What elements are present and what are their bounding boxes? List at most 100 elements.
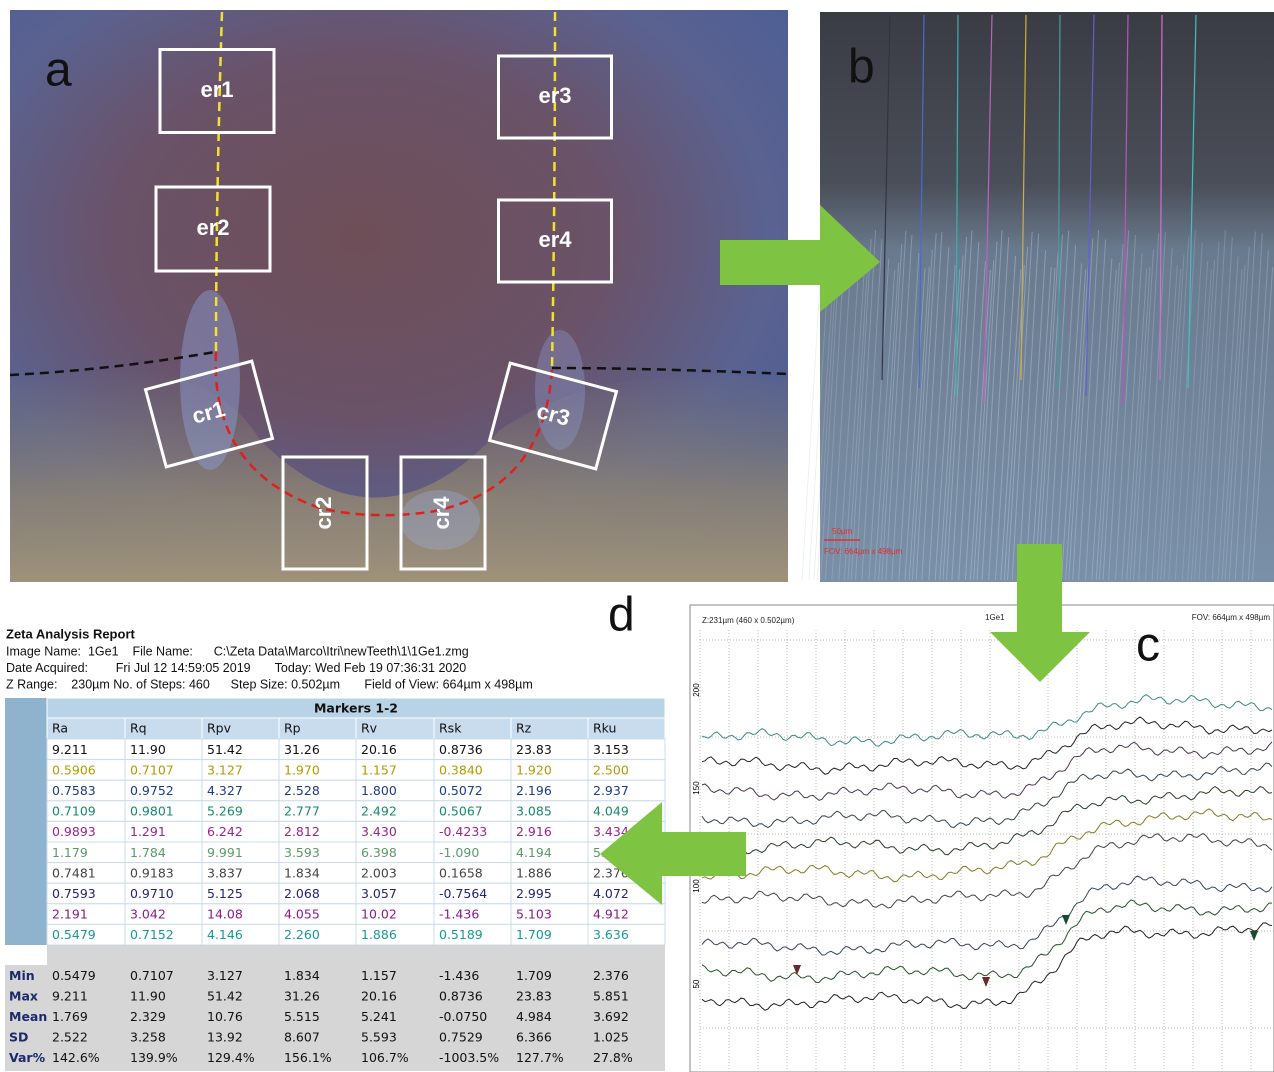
cell-value: 4.146 [207, 927, 243, 942]
cell-value: 4.055 [284, 907, 320, 922]
cell-value: 0.5189 [439, 927, 483, 942]
stat-label: Var% [9, 1050, 46, 1065]
panel-label: d [608, 589, 635, 642]
cell-value: 0.9183 [130, 865, 174, 880]
column-header: Rpv [207, 721, 232, 736]
cell-value: 1.920 [516, 762, 552, 777]
cell-value: 5.125 [207, 886, 243, 901]
stat-value: 5.515 [284, 1009, 320, 1024]
stat-value: 10.76 [207, 1009, 243, 1024]
box-label: er3 [538, 83, 571, 108]
stat-value: 3.692 [593, 1009, 629, 1024]
cell-value: 9.991 [207, 845, 243, 860]
cell-value: 1.179 [52, 845, 88, 860]
cell-value: 9.211 [52, 742, 88, 757]
cell-value: 1.709 [516, 927, 552, 942]
cell-value: 2.500 [593, 762, 629, 777]
stat-value: 27.8% [593, 1050, 633, 1065]
info-line: Z Range: 230µm No. of Steps: 460 Step Si… [6, 677, 533, 691]
stat-value: 1.769 [52, 1009, 88, 1024]
cell-value: 2.191 [52, 907, 88, 922]
cell-value: 14.08 [207, 907, 243, 922]
stat-value: 2.522 [52, 1030, 88, 1045]
stat-value: 3.127 [207, 968, 243, 983]
column-header: Rsk [439, 721, 462, 736]
stat-value: -0.0750 [439, 1009, 487, 1024]
cell-value: 1.800 [361, 783, 397, 798]
cell-value: 0.7152 [130, 927, 174, 942]
box-label: er4 [538, 227, 572, 252]
cell-value: 0.9893 [52, 824, 96, 839]
panel-a: er1er2er3er4cr1cr2cr3cr4 a [10, 10, 788, 582]
stats-bg [5, 945, 665, 1071]
stat-value: 156.1% [284, 1050, 332, 1065]
column-header: Rq [130, 721, 147, 736]
cell-value: 0.7593 [52, 886, 96, 901]
stat-value: 127.7% [516, 1050, 564, 1065]
stat-value: 4.984 [516, 1009, 552, 1024]
stat-value: 0.7529 [439, 1030, 483, 1045]
cell-value: 0.7583 [52, 783, 96, 798]
cell-value: 6.398 [361, 845, 397, 860]
cell-value: 2.492 [361, 804, 397, 819]
cell-value: 11.90 [130, 742, 166, 757]
stat-value: -1003.5% [439, 1050, 499, 1065]
box-label: er1 [200, 77, 233, 102]
cell-value: 3.593 [284, 845, 320, 860]
y-label: 50 [692, 979, 701, 988]
stat-value: 0.5479 [52, 968, 96, 983]
cell-value: 0.8736 [439, 742, 483, 757]
cell-value: 5.103 [516, 907, 552, 922]
cell-value: 20.16 [361, 742, 397, 757]
cell-value: 2.777 [284, 804, 320, 819]
cell-value: 0.3840 [439, 762, 483, 777]
column-header: Ra [52, 721, 68, 736]
cell-value: 2.528 [284, 783, 320, 798]
cell-value: 3.430 [361, 824, 397, 839]
cell-value: 23.83 [516, 742, 552, 757]
highlight [180, 290, 240, 470]
cell-value: 4.049 [593, 804, 629, 819]
panel-label: c [1136, 619, 1160, 672]
stat-value: 51.42 [207, 988, 243, 1003]
scale-text: 50µm [832, 527, 853, 536]
cell-value: 4.327 [207, 783, 243, 798]
header-center: 1Ge1 [985, 613, 1005, 622]
stat-label: Mean [9, 1009, 47, 1024]
cell-value: 1.784 [130, 845, 166, 860]
report-info: Image Name: 1Ge1 File Name: C:\Zeta Data… [6, 644, 533, 691]
cell-value: 2.937 [593, 783, 629, 798]
cell-value: 5.269 [207, 804, 243, 819]
cell-value: 0.9710 [130, 886, 174, 901]
cell-value: 2.260 [284, 927, 320, 942]
cell-value: 1.291 [130, 824, 166, 839]
cell-value: 0.1658 [439, 865, 483, 880]
figure: er1er2er3er4cr1cr2cr3cr4 a 50µm FOV: 664… [0, 0, 1274, 1072]
cell-value: 0.7109 [52, 804, 96, 819]
box-label: cr2 [311, 496, 336, 529]
stat-label: SD [9, 1030, 28, 1045]
cell-value: 2.003 [361, 865, 397, 880]
cell-value: 4.072 [593, 886, 629, 901]
cell-value: 2.812 [284, 824, 320, 839]
stat-value: 5.851 [593, 988, 629, 1003]
cell-value: 2.916 [516, 824, 552, 839]
figure-canvas: er1er2er3er4cr1cr2cr3cr4 a 50µm FOV: 664… [0, 0, 1274, 1072]
cell-value: 1.886 [361, 927, 397, 942]
box-label: cr4 [429, 496, 454, 530]
stat-label: Min [9, 968, 35, 983]
cell-value: -1.436 [439, 907, 479, 922]
header-left: Z:231µm (460 x 0.502µm) [702, 616, 795, 625]
stat-value: 2.376 [593, 968, 629, 983]
cell-value: 0.7107 [130, 762, 174, 777]
stat-value: 23.83 [516, 988, 552, 1003]
panel-c: 20015010050 Z:231µm (460 x 0.502µm) 1Ge1… [690, 605, 1274, 1072]
stat-value: 13.92 [207, 1030, 243, 1045]
cell-value: 2.995 [516, 886, 552, 901]
report-table: Markers 1-2RaRqRpvRpRvRskRzRku9.21111.90… [5, 698, 665, 1071]
y-label: 200 [692, 683, 701, 697]
y-label: 150 [692, 781, 701, 795]
stat-label: Max [9, 988, 38, 1003]
info-line: Date Acquired: Fri Jul 12 14:59:05 2019 … [6, 661, 466, 675]
stat-value: 106.7% [361, 1050, 409, 1065]
